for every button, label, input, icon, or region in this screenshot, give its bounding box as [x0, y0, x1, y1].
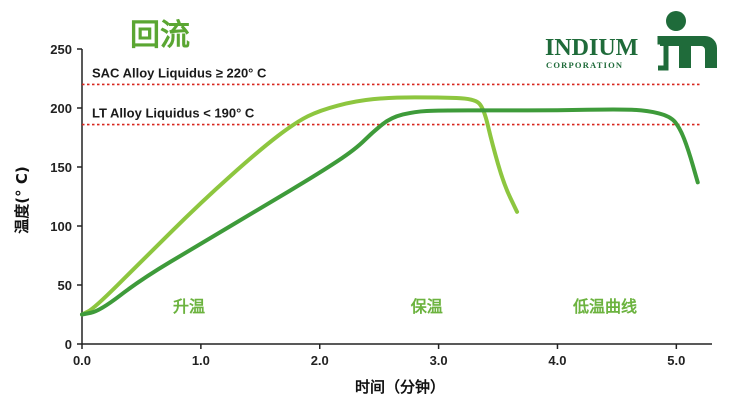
logo-mark-icon: [657, 11, 717, 71]
y-tick-label: 50: [58, 278, 72, 293]
x-tick-label: 2.0: [311, 353, 329, 368]
logo-sub: CORPORATION: [546, 60, 623, 70]
x-axis-title: 时间（分钟）: [355, 378, 445, 396]
series-group: [80, 95, 700, 317]
chart-title: 回流: [130, 18, 190, 53]
y-tick-label: 150: [50, 160, 72, 175]
x-tick-label: 3.0: [430, 353, 448, 368]
reference-lines: SAC Alloy Liquidus ≥ 220° C LT Alloy Liqu…: [82, 65, 702, 126]
x-tick-label: 1.0: [192, 353, 210, 368]
y-tick-label: 200: [50, 101, 72, 116]
y-tick-label: 0: [65, 337, 72, 352]
y-ticks: 0 50 100 150 200 250: [50, 42, 82, 352]
x-tick-label: 0.0: [73, 353, 91, 368]
phase-label: 升温: [173, 297, 205, 316]
series-line: [80, 95, 520, 317]
reference-line-label: SAC Alloy Liquidus ≥ 220° C: [92, 65, 267, 80]
logo-name: INDIUM: [545, 35, 638, 61]
x-ticks: 0.0 1.0 2.0 3.0 4.0 5.0: [73, 344, 685, 368]
y-tick-label: 250: [50, 42, 72, 57]
y-axis-title: 温度(° C): [13, 166, 31, 233]
reference-line-label: LT Alloy Liquidus < 190° C: [92, 106, 255, 121]
phase-annotations: 升温 保温 低温曲线: [173, 297, 637, 316]
series-line: [80, 107, 700, 317]
y-tick-label: 100: [50, 219, 72, 234]
x-tick-label: 5.0: [667, 353, 685, 368]
x-tick-label: 4.0: [548, 353, 566, 368]
phase-label: 低温曲线: [572, 297, 637, 316]
phase-label: 保温: [410, 297, 443, 316]
indium-logo: INDIUM CORPORATION: [545, 11, 717, 71]
